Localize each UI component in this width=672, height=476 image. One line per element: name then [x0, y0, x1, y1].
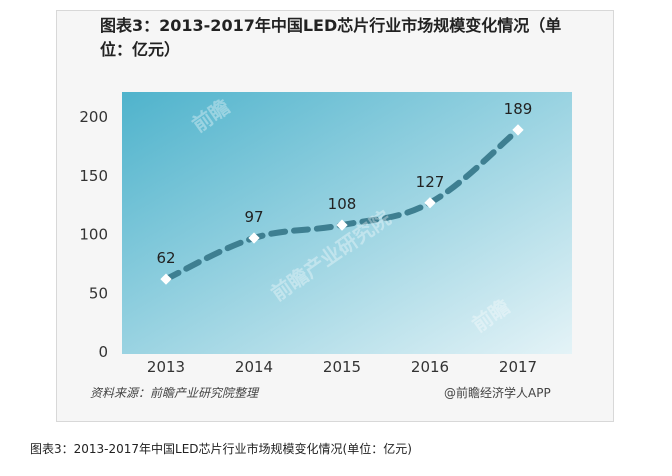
data-label: 189 [504, 100, 533, 118]
y-tick-label: 200 [79, 108, 108, 126]
y-tick-label: 50 [89, 284, 108, 302]
data-label: 127 [416, 173, 445, 191]
data-label: 62 [156, 249, 175, 267]
data-label: 97 [244, 208, 263, 226]
series-line: 62 97 108 127 189 [156, 100, 532, 285]
data-point [336, 219, 348, 231]
y-tick-label: 150 [79, 167, 108, 185]
source-note: 资料来源：前瞻产业研究院整理 [90, 386, 259, 400]
x-axis: 2013 2014 2015 2016 2017 [147, 358, 537, 376]
x-tick-label: 2014 [235, 358, 273, 376]
figure-caption: 图表3：2013-2017年中国LED芯片行业市场规模变化情况(单位：亿元) [30, 442, 412, 456]
data-point [424, 197, 436, 209]
chart-title: 图表3：2013-2017年中国LED芯片行业市场规模变化情况（单位：亿元） [100, 16, 562, 59]
x-tick-label: 2017 [499, 358, 537, 376]
x-tick-label: 2013 [147, 358, 185, 376]
data-point [160, 273, 172, 285]
x-tick-label: 2015 [323, 358, 361, 376]
data-label: 108 [328, 195, 357, 213]
y-tick-label: 100 [79, 226, 108, 244]
brand-note: @前瞻经济学人APP [444, 386, 551, 400]
y-axis: 0 50 100 150 200 [79, 108, 108, 361]
x-tick-label: 2016 [411, 358, 449, 376]
data-point [248, 232, 260, 244]
y-tick-label: 0 [98, 343, 108, 361]
